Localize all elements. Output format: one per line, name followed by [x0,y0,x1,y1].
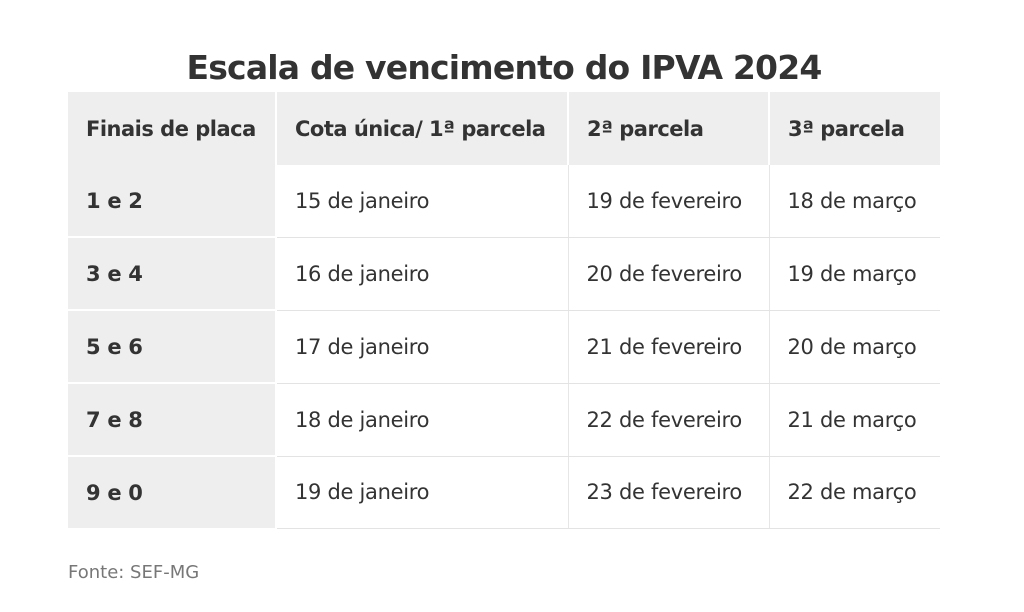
header-single-quota: Cota única/ 1ª parcela [276,92,569,165]
table-row: 3 e 4 16 de janeiro 20 de fevereiro 19 d… [68,237,940,311]
table-row: 1 e 2 15 de janeiro 19 de fevereiro 18 d… [68,165,940,238]
source-note: Fonte: SEF-MG [68,562,200,583]
single-quota-cell: 19 de janeiro [276,456,569,529]
third-installment-cell: 19 de março [769,237,940,311]
single-quota-cell: 18 de janeiro [276,383,569,457]
plate-endings-cell: 3 e 4 [68,237,277,311]
single-quota-cell: 16 de janeiro [276,237,569,311]
plate-endings-cell: 5 e 6 [68,310,277,384]
table-body: 1 e 2 15 de janeiro 19 de fevereiro 18 d… [68,165,940,529]
third-installment-cell: 21 de março [769,383,940,457]
table-row: 5 e 6 17 de janeiro 21 de fevereiro 20 d… [68,310,940,384]
table-row: 7 e 8 18 de janeiro 22 de fevereiro 21 d… [68,383,940,457]
plate-endings-cell: 7 e 8 [68,383,277,457]
second-installment-cell: 20 de fevereiro [568,237,770,311]
table-header: Finais de placa Cota única/ 1ª parcela 2… [68,92,940,165]
schedule-table-container: Finais de placa Cota única/ 1ª parcela 2… [68,92,940,529]
header-third-installment: 3ª parcela [769,92,940,165]
schedule-table: Finais de placa Cota única/ 1ª parcela 2… [68,92,940,529]
table-row: 9 e 0 19 de janeiro 23 de fevereiro 22 d… [68,456,940,529]
third-installment-cell: 22 de março [769,456,940,529]
third-installment-cell: 18 de março [769,165,940,238]
second-installment-cell: 19 de fevereiro [568,165,770,238]
header-plate-endings: Finais de placa [68,92,277,165]
second-installment-cell: 22 de fevereiro [568,383,770,457]
plate-endings-cell: 9 e 0 [68,456,277,528]
single-quota-cell: 15 de janeiro [276,165,569,238]
plate-endings-cell: 1 e 2 [68,165,277,238]
header-second-installment: 2ª parcela [568,92,770,165]
page-title: Escala de vencimento do IPVA 2024 [186,48,822,87]
second-installment-cell: 21 de fevereiro [568,310,770,384]
single-quota-cell: 17 de janeiro [276,310,569,384]
header-row: Finais de placa Cota única/ 1ª parcela 2… [68,92,940,165]
third-installment-cell: 20 de março [769,310,940,384]
second-installment-cell: 23 de fevereiro [568,456,770,529]
